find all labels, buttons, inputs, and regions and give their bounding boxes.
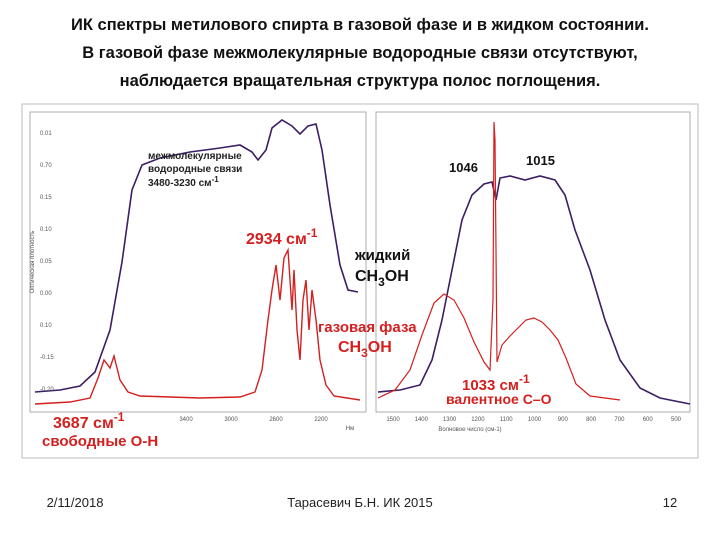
y-tick-label: -0.15 [40,355,54,361]
x-axis-label: Волновое число (см-1) [438,427,501,433]
peak-label: 1015 [526,153,555,168]
x-tick-label: 500 [671,417,682,423]
x-tick-label: 600 [643,417,654,423]
footer-page: 12 [663,495,677,510]
formula-part: OH [385,268,409,285]
annotation: валентное C–O [446,391,552,407]
x-tick-label: 1500 [386,417,400,423]
x-tick-label: 1300 [443,417,457,423]
x-tick-label: 900 [558,417,569,423]
annotation: 3480-3230 см-1 [148,175,219,189]
superscript: -1 [212,175,220,184]
formula-part: CH [355,268,378,285]
peak-label: 1046 [449,160,478,175]
formula: CH3OH [338,339,392,360]
y-tick-label: 0.10 [40,323,52,329]
x-tick-label: 1200 [471,417,485,423]
x-tick-label: 3400 [179,417,193,423]
superscript: -1 [519,372,530,386]
x-tick-label: 3000 [224,417,238,423]
annotation-text: 2934 см [246,231,307,248]
x-tick-label: 800 [586,417,597,423]
annotation: 3687 см-1 [53,410,125,432]
annotation: 1033 см-1 [462,372,530,394]
formula: CH3OH [355,268,409,289]
annotation: свободные O-H [42,433,158,450]
title-line: ИК спектры метилового спирта в газовой ф… [71,16,649,34]
ticks: 0.01 0.70 0.15 0.10 0.05 0.00 0.10 -0.15 -0.20 34… [30,131,682,433]
annotation-text: 1033 см [462,377,519,394]
y-tick-label: 0.70 [40,163,52,169]
formula-part: CH [338,339,361,356]
x-tick-label: 1400 [415,417,429,423]
y-tick-label: 0.00 [40,291,52,297]
annotation: 2934 см-1 [246,226,318,248]
y-tick-label: 0.05 [40,259,52,265]
annotation: жидкий [354,247,410,264]
y-tick-label: -0.20 [40,387,54,393]
gas-spectrum [377,121,621,401]
subscript: 3 [361,346,368,360]
y-tick-label: 0.01 [40,131,52,137]
y-tick-label: 0.15 [40,195,52,201]
superscript: -1 [114,410,125,424]
footer-date: 2/11/2018 [47,495,104,510]
footer-author: Тарасевич Б.Н. ИК 2015 [287,495,433,510]
title-line: В газовой фазе межмолекулярные водородны… [82,44,638,62]
formula-part: OH [368,339,392,356]
liquid-spectrum [377,175,691,405]
chart-frame [21,103,699,459]
annotation: газовая фаза [318,319,417,336]
x-tick-label: 2200 [314,417,328,423]
y-tick-label: 0.10 [40,227,52,233]
subscript: 3 [378,275,385,289]
left-plot [29,111,367,413]
x-tick-label: 1000 [528,417,542,423]
annotation-text: 3480-3230 см [148,178,212,189]
y-axis-label: Оптическая плотность [30,231,36,294]
annotation: водородные связи [148,164,242,175]
liquid-spectrum [34,119,359,393]
title-line: наблюдается вращательная структура полос… [120,72,601,90]
x-tick-label: 1100 [500,417,514,423]
gas-spectrum [34,247,361,405]
superscript: -1 [307,226,318,240]
annotation-text: 3687 см [53,415,114,432]
annotation: межмолекулярные [148,151,242,162]
x-unit: Нм [346,426,354,432]
right-plot [375,111,691,413]
x-tick-label: 2600 [269,417,283,423]
x-tick-label: 700 [614,417,625,423]
